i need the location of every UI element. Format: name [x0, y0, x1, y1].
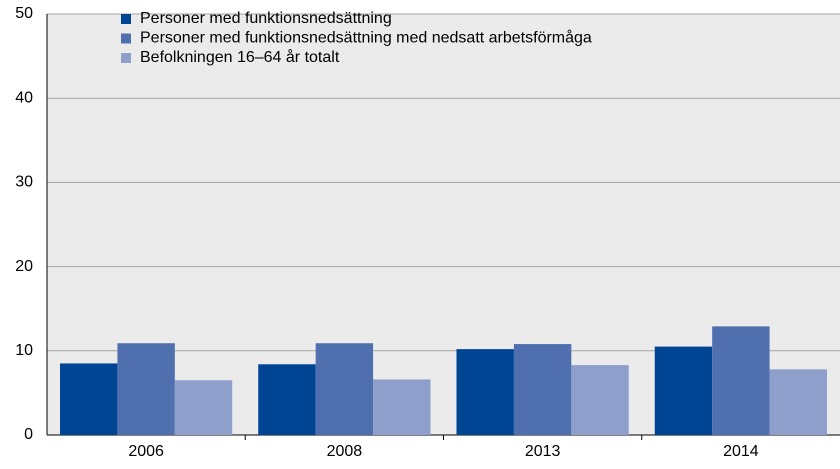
- y-tick-label: 30: [15, 174, 33, 191]
- x-tick-label: 2014: [723, 443, 759, 460]
- bar: [456, 349, 514, 435]
- y-tick-label: 10: [15, 342, 33, 359]
- y-tick-label: 50: [15, 5, 33, 22]
- bar: [258, 364, 316, 435]
- legend-swatch: [121, 14, 131, 24]
- x-tick-label: 2006: [128, 443, 164, 460]
- bar: [712, 326, 770, 435]
- x-tick-label: 2013: [525, 443, 561, 460]
- bar: [174, 380, 233, 435]
- bar: [60, 363, 118, 435]
- legend-label: Befolkningen 16–64 år totalt: [140, 48, 340, 66]
- bar: [571, 365, 629, 435]
- legend-label: Personer med funktionsnedsättning med ne…: [140, 29, 592, 47]
- y-tick-label: 40: [15, 89, 33, 106]
- legend-swatch: [121, 53, 131, 63]
- bar: [654, 346, 713, 435]
- legend-swatch: [121, 33, 131, 44]
- x-tick-label: 2008: [327, 443, 363, 460]
- bar: [117, 343, 175, 435]
- bar: [315, 343, 374, 435]
- bar: [769, 369, 827, 435]
- legend-label: Personer med funktionsnedsättning: [140, 10, 392, 27]
- bar: [513, 344, 572, 435]
- y-tick-label: 0: [24, 426, 33, 443]
- y-tick-label: 20: [15, 258, 33, 275]
- bar: [373, 379, 431, 435]
